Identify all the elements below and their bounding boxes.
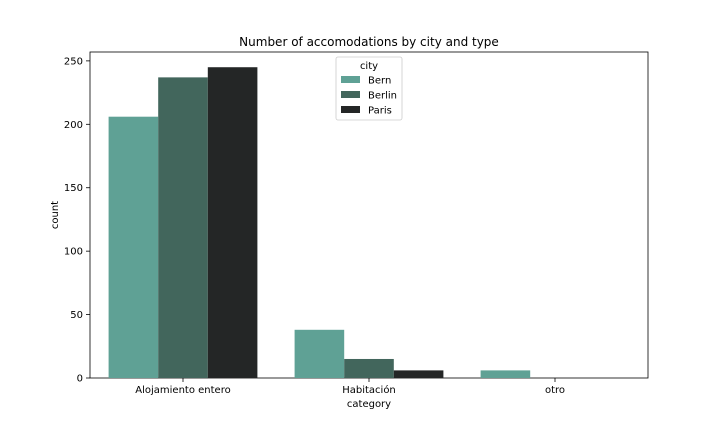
x-tick-label: Habitación: [342, 384, 396, 396]
y-tick-label: 150: [64, 183, 83, 194]
y-tick-label: 100: [64, 247, 83, 258]
x-tick-label: Alojamiento entero: [135, 385, 230, 396]
bar-berlin-0: [158, 77, 208, 378]
y-tick-label: 250: [64, 56, 83, 67]
legend-label-bern: Bern: [368, 76, 391, 87]
x-tick-label: otro: [545, 385, 565, 396]
legend-swatch-paris: [341, 106, 360, 113]
legend-swatch-berlin: [341, 91, 360, 98]
bar-bern-1: [294, 329, 345, 378]
y-axis-label: count: [50, 201, 61, 229]
legend-label-paris: Paris: [368, 106, 392, 117]
legend: city Bern Berlin Paris: [335, 56, 403, 121]
y-tick-label: 0: [77, 374, 83, 385]
legend-title: city: [360, 61, 378, 72]
x-axis: Alojamiento entero Habitación otro: [135, 378, 565, 396]
bar-paris-1: [393, 370, 444, 378]
y-axis: 0 50 100 150 200 250: [64, 56, 90, 385]
bar-bern-2: [480, 370, 531, 378]
legend-swatch-bern: [341, 76, 360, 83]
bar-berlin-1: [344, 358, 394, 378]
y-tick-label: 50: [70, 310, 83, 321]
legend-box: [335, 56, 403, 121]
bars-group: [108, 67, 531, 379]
legend-label-berlin: Berlin: [368, 91, 397, 102]
y-tick-label: 200: [64, 120, 83, 131]
bar-bern-0: [108, 116, 159, 379]
x-axis-label: category: [347, 399, 391, 410]
chart-title: Number of accomodations by city and type: [239, 35, 499, 49]
bar-paris-0: [207, 67, 258, 378]
